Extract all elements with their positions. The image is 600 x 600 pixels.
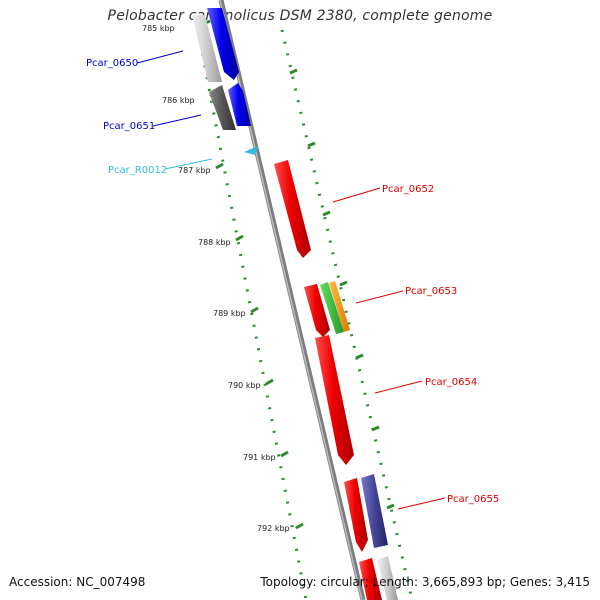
gene-green (320, 282, 344, 334)
accession-text: Accession: NC_007498 (9, 575, 146, 589)
gene-pcar-0655 (344, 478, 368, 552)
gene-label-pcar-0653[interactable]: Pcar_0653 (405, 286, 457, 297)
left-dotted-track (196, 29, 308, 600)
tick-labels: 785 kbp 786 kbp 787 kbp 788 kbp 789 kbp … (142, 24, 290, 533)
tick-label-791: 791 kbp (243, 453, 276, 462)
leader-pcar-0652 (332, 187, 381, 203)
tick-label-787: 787 kbp (178, 166, 211, 175)
gene-label-pcar-0650[interactable]: Pcar_0650 (86, 58, 138, 69)
tick-789 (250, 306, 259, 314)
gene-gray-bottom (377, 556, 398, 600)
tick-791 (280, 450, 289, 458)
tick-label-786: 786 kbp (162, 96, 195, 105)
gene-gray-upper (192, 15, 222, 82)
gene-labels: Pcar_0650 Pcar_0651 Pcar_R0012 Pcar_0652… (86, 58, 499, 505)
leader-pcar-0655 (397, 497, 446, 510)
leader-lines (136, 50, 446, 510)
genome-summary-text: Topology: circular; Length: 3,665,893 bp… (260, 575, 590, 589)
gene-pcar-r0012 (244, 146, 258, 155)
leader-pcar-0650 (136, 50, 184, 64)
leader-pcar-0651 (152, 114, 202, 127)
tick-label-788: 788 kbp (198, 238, 231, 247)
gene-label-pcar-0651[interactable]: Pcar_0651 (103, 121, 155, 132)
gene-pcar-0652 (274, 160, 311, 258)
gene-label-pcar-r0012[interactable]: Pcar_R0012 (108, 165, 167, 176)
tick-label-785: 785 kbp (142, 24, 175, 33)
left-track-genes (192, 8, 258, 155)
leader-pcar-0653 (355, 290, 404, 304)
leader-pcar-0654 (374, 380, 423, 394)
tick-787 (215, 162, 224, 170)
right-track-genes (274, 160, 398, 600)
tick-790 (265, 378, 274, 386)
tick-788 (235, 234, 244, 242)
gene-pcar-0651 (228, 83, 251, 126)
right-dotted-track (280, 29, 414, 600)
gene-darkgray (209, 85, 236, 130)
tick-label-792: 792 kbp (257, 524, 290, 533)
gene-red-bottom (359, 558, 382, 600)
gene-label-pcar-0655[interactable]: Pcar_0655 (447, 494, 499, 505)
tick-label-789: 789 kbp (213, 309, 246, 318)
leader-pcar-r0012 (164, 158, 213, 170)
gene-label-pcar-0652[interactable]: Pcar_0652 (382, 184, 434, 195)
tick-label-790: 790 kbp (228, 381, 261, 390)
gene-pcar-0650 (207, 8, 239, 80)
gene-label-pcar-0654[interactable]: Pcar_0654 (425, 377, 477, 388)
gene-pcar-0653 (304, 284, 330, 337)
gene-orange (329, 281, 350, 332)
tick-792 (295, 522, 304, 530)
gene-purple (361, 474, 388, 548)
gene-pcar-0654 (315, 335, 354, 465)
